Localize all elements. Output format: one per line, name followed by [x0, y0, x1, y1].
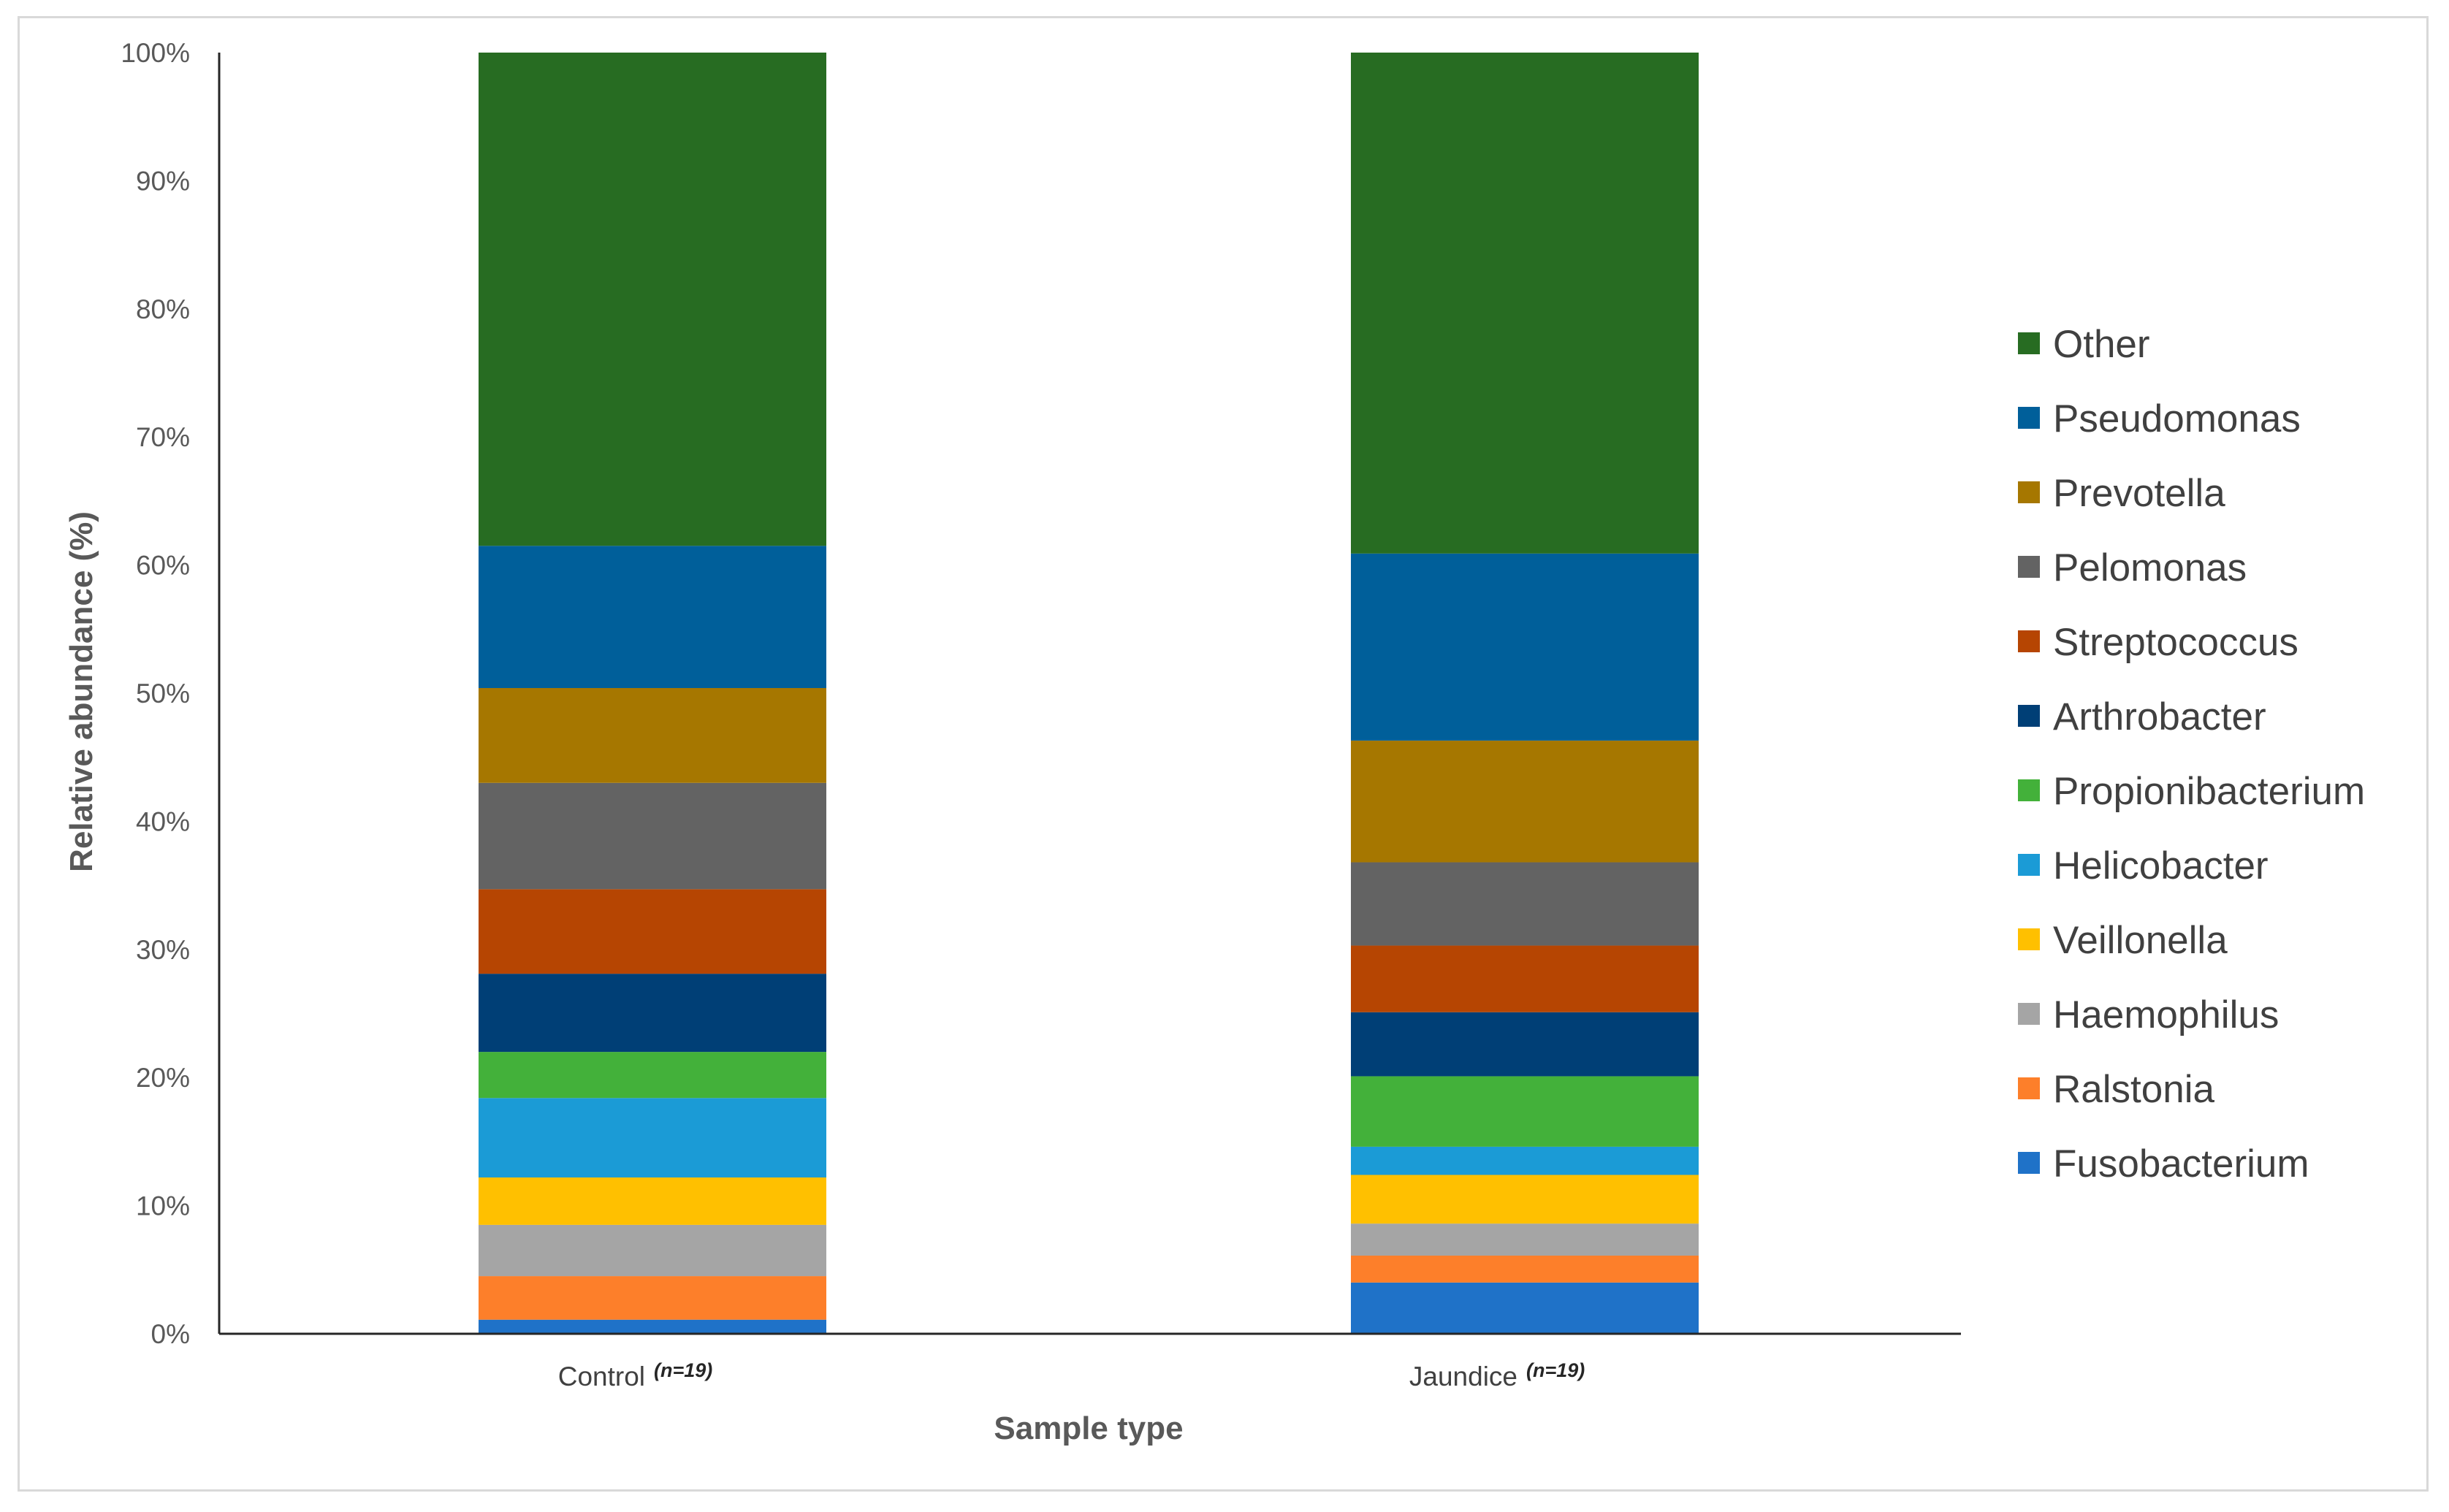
bar-segment-veillonella	[1351, 1175, 1699, 1224]
y-tick-label: 40%	[136, 806, 190, 836]
y-tick-label: 50%	[136, 679, 190, 709]
bar-segment-propionibacterium	[1351, 1076, 1699, 1147]
bar-segment-fusobacterium	[1351, 1282, 1699, 1334]
legend-label: Pseudomonas	[2053, 397, 2301, 440]
bar-segment-ralstonia	[479, 1276, 826, 1320]
legend-swatch-helicobacter	[2018, 854, 2040, 876]
bar-segment-pseudomonas	[1351, 553, 1699, 741]
bar-segment-arthrobacter	[1351, 1012, 1699, 1077]
bar-segment-haemophilus	[479, 1224, 826, 1277]
legend-label: Fusobacterium	[2053, 1142, 2309, 1185]
legend-swatch-haemophilus	[2018, 1003, 2040, 1025]
y-tick-label: 90%	[136, 166, 190, 196]
y-tick-label: 0%	[151, 1319, 190, 1349]
y-axis-title: Relative abundance (%)	[64, 511, 99, 872]
bar-segment-pelomonas	[1351, 862, 1699, 946]
y-tick-label: 60%	[136, 551, 190, 581]
legend-label: Haemophilus	[2053, 993, 2279, 1036]
bar-segment-other	[479, 53, 826, 546]
legend-swatch-pelomonas	[2018, 556, 2040, 578]
bar-segment-streptococcus	[479, 889, 826, 974]
bar-segment-fusobacterium	[479, 1319, 826, 1334]
legend-swatch-prevotella	[2018, 481, 2040, 503]
y-tick-label: 100%	[121, 38, 190, 68]
legend-label: Pelomonas	[2053, 546, 2247, 589]
bar-segment-pelomonas	[479, 782, 826, 890]
chart-frame	[18, 16, 2429, 1492]
legend-swatch-fusobacterium	[2018, 1152, 2040, 1174]
x-tick-label: Jaundice	[1409, 1362, 1517, 1391]
x-tick-sample-size: (n=19)	[654, 1359, 712, 1381]
bar-segment-prevotella	[479, 687, 826, 783]
bar-segment-haemophilus	[1351, 1223, 1699, 1256]
y-tick-label: 30%	[136, 935, 190, 965]
bar-segment-veillonella	[479, 1177, 826, 1225]
x-tick-label: Control	[558, 1362, 645, 1391]
legend-label: Other	[2053, 323, 2150, 366]
legend-label: Helicobacter	[2053, 844, 2269, 887]
legend-swatch-pseudomonas	[2018, 407, 2040, 429]
legend-label: Arthrobacter	[2053, 695, 2266, 738]
legend-swatch-propionibacterium	[2018, 779, 2040, 801]
legend-swatch-veillonella	[2018, 928, 2040, 950]
legend-label: Ralstonia	[2053, 1068, 2214, 1111]
bar-segment-helicobacter	[1351, 1146, 1699, 1175]
legend-swatch-streptococcus	[2018, 630, 2040, 652]
bar-segment-arthrobacter	[479, 974, 826, 1053]
bar-segment-ralstonia	[1351, 1256, 1699, 1283]
y-tick-label: 70%	[136, 422, 190, 452]
x-axis-title: Sample type	[994, 1410, 1183, 1446]
x-tick-sample-size: (n=19)	[1526, 1359, 1585, 1381]
legend-swatch-arthrobacter	[2018, 705, 2040, 727]
y-tick-label: 10%	[136, 1191, 190, 1221]
legend-label: Streptococcus	[2053, 621, 2298, 664]
bar-segment-propionibacterium	[479, 1052, 826, 1099]
bar-segment-prevotella	[1351, 740, 1699, 863]
y-tick-label: 80%	[136, 294, 190, 324]
legend-label: Propionibacterium	[2053, 770, 2365, 813]
legend-label: Veillonella	[2053, 919, 2228, 962]
bar-segment-pseudomonas	[479, 546, 826, 688]
plot-area: 0% 10% 20% 30% 40% 50% 60% 70% 80% 90% 100% Control…	[121, 38, 1961, 1391]
bar-segment-streptococcus	[1351, 945, 1699, 1012]
legend-label: Prevotella	[2053, 472, 2225, 515]
legend: Other Pseudomonas Prevotella Pelomonas Strep…	[2018, 323, 2365, 1185]
bar-segment-other	[1351, 53, 1699, 554]
bar-segment-helicobacter	[479, 1098, 826, 1178]
legend-swatch-other	[2018, 332, 2040, 354]
y-tick-label: 20%	[136, 1063, 190, 1093]
legend-swatch-ralstonia	[2018, 1077, 2040, 1099]
